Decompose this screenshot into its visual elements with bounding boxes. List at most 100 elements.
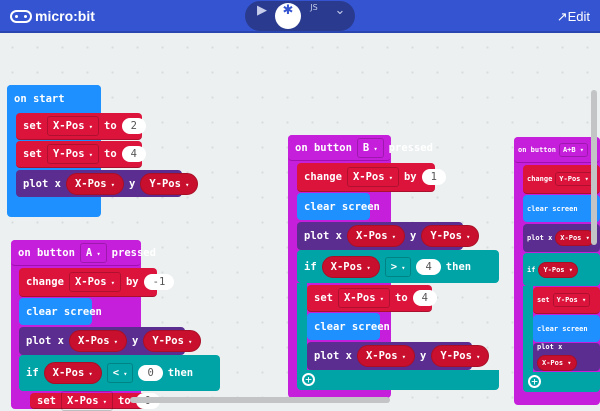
dropdown[interactable]: X-Pos ▾: [68, 272, 121, 292]
variable-reporter[interactable]: X-Pos ▾: [555, 230, 595, 246]
variable-reporter[interactable]: Y-Pos ▾: [538, 261, 578, 278]
block-label: clear screen: [304, 200, 380, 213]
variable-reporter[interactable]: X-Pos ▾: [356, 345, 415, 367]
variable-block[interactable]: change X-Pos ▾ by -1: [19, 268, 175, 297]
if-block[interactable]: if X-Pos ▾ < ▾ 0 then: [19, 355, 220, 391]
variable-reporter[interactable]: Y-Pos ▾: [431, 345, 490, 367]
variable-reporter[interactable]: Y-Pos ▾: [421, 225, 480, 247]
variable-block[interactable]: change Y-Pos ▾: [523, 165, 600, 194]
block-label: clear screen: [527, 204, 578, 213]
block-label: y: [128, 177, 136, 190]
dropdown[interactable]: X-Pos ▾: [346, 167, 399, 187]
number-input[interactable]: 2: [121, 118, 146, 134]
clear-screen-block[interactable]: clear screen: [523, 195, 600, 222]
event-header[interactable]: on button B ▾ pressed: [288, 135, 433, 161]
if-block[interactable]: if Y-Pos ▾: [523, 253, 600, 286]
variable-reporter[interactable]: X-Pos ▾: [43, 362, 102, 384]
clear-screen-block[interactable]: clear screen: [297, 193, 380, 220]
event-header[interactable]: on button A+B ▾: [514, 137, 600, 163]
dropdown[interactable]: A+B ▾: [558, 142, 589, 157]
variable-reporter[interactable]: Y-Pos ▾: [140, 172, 199, 195]
vertical-scrollbar[interactable]: [591, 90, 597, 245]
value: X-Pos: [352, 171, 385, 183]
dropdown[interactable]: X-Pos ▾: [60, 390, 114, 411]
block-label: set: [23, 148, 42, 160]
plot-block[interactable]: plot x X-Pos ▾ y Y-Pos ▾: [297, 222, 480, 250]
dropdown-arrow-icon: ▾: [109, 338, 118, 346]
dropdown-arrow-icon: ▾: [183, 338, 193, 346]
microbit-logo[interactable]: micro:bit: [10, 8, 95, 24]
blocks-icon[interactable]: ✱: [275, 3, 301, 29]
number-input[interactable]: 4: [412, 290, 437, 306]
dropdown-arrow-icon: ▾: [84, 123, 94, 131]
value: Y-Pos: [52, 148, 85, 160]
number-input[interactable]: 0: [138, 365, 163, 381]
play-icon[interactable]: ▶: [257, 3, 267, 18]
dropdown-arrow-icon: ▾: [362, 263, 371, 272]
variable-block[interactable]: set Y-Pos ▾: [533, 287, 600, 314]
number-input[interactable]: 1: [421, 169, 446, 185]
block-label: on button: [18, 246, 75, 259]
block-label: plot x: [23, 177, 61, 190]
variable-reporter[interactable]: X-Pos ▾: [321, 255, 380, 278]
dropdown[interactable]: < ▾: [106, 363, 134, 383]
event-header[interactable]: on start: [7, 85, 101, 112]
variable-reporter[interactable]: X-Pos ▾: [68, 330, 127, 352]
dropdown-arrow-icon: ▾: [471, 353, 481, 361]
clear-screen-block[interactable]: clear screen: [533, 315, 600, 342]
variable-reporter[interactable]: X-Pos ▾: [65, 172, 124, 195]
value: 1: [430, 171, 437, 183]
clear-screen-block[interactable]: clear screen: [307, 313, 390, 340]
value: 2: [130, 120, 137, 132]
top-bar: micro:bit ▶ ✱ JS ⌄ ↗Edit: [0, 0, 600, 33]
dropdown-arrow-icon: ▾: [106, 279, 115, 287]
plot-block[interactable]: plot x X-Pos ▾: [533, 343, 600, 371]
variable-block[interactable]: set X-Pos ▾ to 2: [16, 113, 146, 140]
plot-block[interactable]: plot x X-Pos ▾ y Y-Pos ▾: [19, 327, 202, 355]
block-label: plot x: [314, 350, 352, 362]
number-input[interactable]: 4: [416, 258, 441, 275]
event-header[interactable]: on button A ▾ pressed: [11, 240, 156, 266]
dropdown-arrow-icon: ▾: [180, 180, 190, 189]
block-label: pressed: [111, 246, 156, 259]
dropdown-arrow-icon: ▾: [580, 175, 589, 183]
number-input[interactable]: -1: [143, 274, 175, 290]
if-block[interactable]: if X-Pos ▾ > ▾ 4 then: [297, 250, 499, 283]
add-else-icon[interactable]: +: [528, 375, 541, 388]
plot-block[interactable]: plot x X-Pos ▾ y Y-Pos ▾: [307, 342, 490, 370]
dropdown[interactable]: A ▾: [79, 242, 107, 263]
dropdown-arrow-icon: ▾: [564, 265, 573, 274]
dropdown[interactable]: B ▾: [356, 137, 384, 158]
value: X-Pos: [74, 177, 107, 190]
number-input[interactable]: 4: [121, 146, 146, 162]
plot-block[interactable]: plot x X-Pos ▾ y Y-Pos ▾: [16, 170, 199, 197]
variable-reporter[interactable]: X-Pos ▾: [346, 225, 405, 247]
edit-button[interactable]: ↗Edit: [557, 9, 590, 25]
dropdown[interactable]: Y-Pos ▾: [552, 293, 591, 307]
dropdown[interactable]: > ▾: [384, 256, 412, 277]
variable-reporter[interactable]: X-Pos ▾: [537, 354, 577, 371]
dropdown[interactable]: X-Pos ▾: [46, 116, 100, 136]
value: 0: [147, 367, 154, 379]
variable-block[interactable]: set X-Pos ▾ to 4: [307, 285, 437, 312]
if-block-footer: +: [297, 370, 499, 390]
block-label: on button: [518, 145, 556, 154]
variable-block[interactable]: set Y-Pos ▾ to 4: [16, 141, 146, 168]
clear-screen-block[interactable]: clear screen: [19, 298, 102, 325]
block-label: to: [104, 148, 117, 160]
plot-block[interactable]: plot x X-Pos ▾: [523, 224, 600, 252]
block-label: clear screen: [26, 305, 102, 318]
variable-reporter[interactable]: Y-Pos ▾: [143, 330, 202, 352]
dropdown[interactable]: Y-Pos ▾: [555, 172, 593, 186]
javascript-icon[interactable]: JS: [310, 3, 318, 12]
dropdown[interactable]: Y-Pos ▾: [46, 144, 100, 164]
add-else-icon[interactable]: +: [302, 373, 315, 386]
variable-block[interactable]: change X-Pos ▾ by 1: [297, 163, 446, 192]
block-label: to: [118, 394, 131, 407]
value: -1: [152, 276, 166, 288]
dropdown[interactable]: X-Pos ▾: [337, 288, 391, 308]
chevron-down-icon[interactable]: ⌄: [334, 3, 346, 18]
if-block-footer: +: [523, 372, 600, 392]
horizontal-scrollbar[interactable]: [130, 397, 390, 403]
